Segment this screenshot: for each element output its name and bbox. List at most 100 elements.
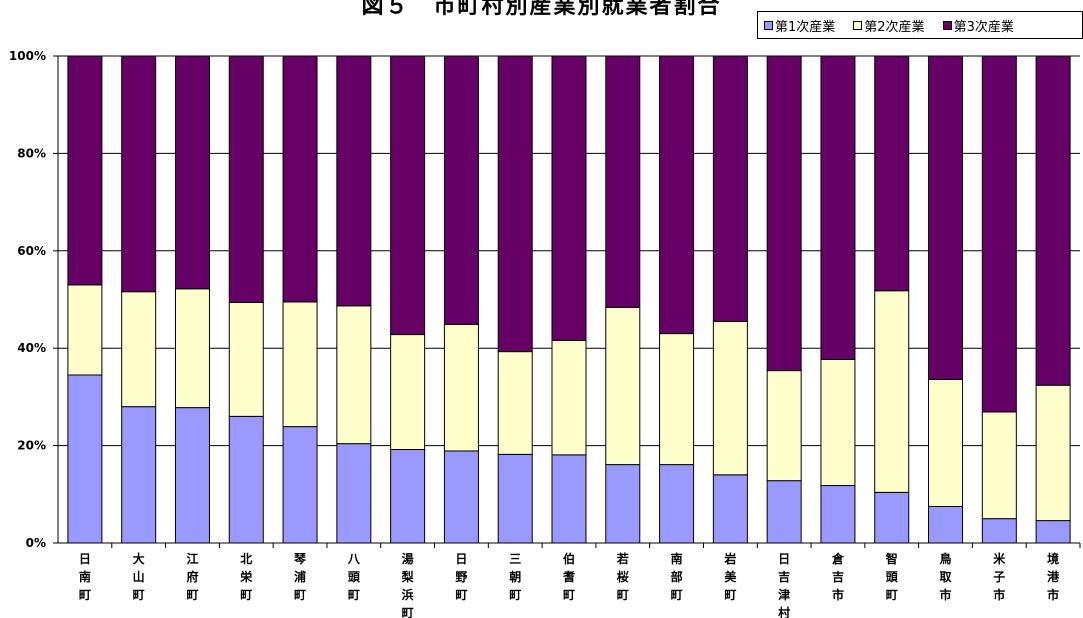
x-tick-label: 美 xyxy=(724,569,737,584)
x-tick-label: 町 xyxy=(455,588,467,602)
bar-segment-tertiary xyxy=(820,55,856,360)
x-tick-label: 日 xyxy=(455,552,467,566)
bar-segment-primary xyxy=(766,480,802,544)
x-tick-label: 町 xyxy=(886,588,898,602)
bar-segment-tertiary xyxy=(336,55,372,307)
x-tick-label: 智 xyxy=(885,551,898,566)
bar-segment-primary xyxy=(874,491,910,544)
x-tick-label: 町 xyxy=(509,588,521,602)
x-tick-label: 町 xyxy=(186,588,198,602)
bar-segment-primary xyxy=(1035,520,1071,544)
bar-segment-primary xyxy=(336,443,372,544)
bar-segment-primary xyxy=(443,450,479,544)
legend-swatch-primary xyxy=(764,20,773,30)
legend-item-tertiary: 第3次産業 xyxy=(942,16,1014,35)
x-tick-label: 日 xyxy=(79,552,91,566)
bar-segment-primary xyxy=(981,518,1017,544)
x-tick-label: 子 xyxy=(993,570,1005,584)
bar-segment-secondary xyxy=(282,301,318,428)
bar-segment-secondary xyxy=(443,323,479,452)
x-tick-label: 吉 xyxy=(832,569,844,584)
x-tick-label: 町 xyxy=(402,606,414,618)
x-tick-label: 市 xyxy=(940,587,952,602)
x-tick-label: 町 xyxy=(617,588,629,602)
x-tick-label: 湯 xyxy=(402,551,414,566)
x-tick-label: 琴 xyxy=(293,552,307,566)
bar-segment-secondary xyxy=(981,411,1017,520)
x-tick-label: 府 xyxy=(186,569,198,584)
bar-segment-tertiary xyxy=(67,55,103,286)
x-tick-label: 町 xyxy=(671,588,683,602)
x-tick-label: 港 xyxy=(1047,569,1060,584)
bar-segment-secondary xyxy=(390,334,426,450)
x-tick-label: 朝 xyxy=(509,569,521,584)
x-tick-label: 境 xyxy=(1047,551,1059,566)
bar-segment-primary xyxy=(282,426,318,544)
x-tick-label: 鳥 xyxy=(940,551,952,566)
x-tick-label: 町 xyxy=(294,588,306,602)
bar-segment-tertiary xyxy=(928,55,964,380)
x-tick-label: 岩 xyxy=(723,551,736,566)
bar-segment-secondary xyxy=(928,378,964,507)
bar-segment-secondary xyxy=(874,290,910,493)
bar-segment-primary xyxy=(605,464,641,544)
legend-label-primary: 第1次産業 xyxy=(775,19,836,35)
bar-segment-secondary xyxy=(121,291,157,408)
y-tick-label: 100% xyxy=(9,49,46,63)
bar-segment-secondary xyxy=(766,370,802,482)
x-tick-label: 南 xyxy=(79,569,91,584)
legend-swatch-secondary xyxy=(853,20,863,30)
bar-segment-primary xyxy=(712,474,748,544)
x-tick-label: 日 xyxy=(778,552,790,566)
bar-segment-tertiary xyxy=(497,55,533,353)
x-tick-label: 大 xyxy=(133,551,145,566)
x-tick-label: 梨 xyxy=(401,569,414,584)
legend-label-tertiary: 第3次産業 xyxy=(953,19,1014,35)
legend-swatch-tertiary xyxy=(942,20,952,30)
bar-segment-secondary xyxy=(228,301,264,417)
x-tick-label: 耆 xyxy=(563,569,575,584)
x-tick-label: 米 xyxy=(993,551,1006,566)
bar-segment-primary xyxy=(820,485,856,544)
y-tick-label: 80% xyxy=(17,146,46,160)
y-tick-label: 0% xyxy=(26,536,46,550)
chart-title: 図５ 市町村別産業別就業者割合 xyxy=(361,0,722,19)
legend-item-secondary: 第2次産業 xyxy=(853,16,925,35)
bar-segment-primary xyxy=(390,448,426,544)
bar-segment-tertiary xyxy=(551,55,587,341)
bar-segment-primary xyxy=(659,464,695,544)
bar-segment-primary xyxy=(551,454,587,544)
bar-segment-secondary xyxy=(605,306,641,466)
bar-segment-tertiary xyxy=(605,55,641,308)
bar-segment-primary xyxy=(497,453,533,544)
bar-segment-secondary xyxy=(820,358,856,487)
x-tick-label: 三 xyxy=(509,552,521,566)
bar-segment-tertiary xyxy=(282,55,318,303)
bar-segment-secondary xyxy=(712,320,748,476)
x-tick-label: 市 xyxy=(1047,587,1059,602)
x-tick-label: 浦 xyxy=(294,569,306,584)
y-tick-label: 20% xyxy=(17,439,46,453)
x-tick-label: 頭 xyxy=(348,570,361,584)
bar-segment-tertiary xyxy=(766,55,802,372)
x-tick-label: 若 xyxy=(616,551,629,566)
x-tick-label: 部 xyxy=(671,569,683,584)
bar-segment-secondary xyxy=(174,288,210,409)
bar-segment-primary xyxy=(121,406,157,544)
x-tick-label: 倉 xyxy=(831,551,845,566)
x-tick-label: 頭 xyxy=(886,570,899,584)
legend-item-primary: 第1次産業 xyxy=(764,16,835,35)
x-tick-label: 江 xyxy=(186,551,198,566)
x-tick-label: 南 xyxy=(671,551,683,566)
x-tick-label: 市 xyxy=(993,587,1005,602)
x-tick-label: 取 xyxy=(940,570,952,584)
bar-segment-secondary xyxy=(1035,384,1071,522)
x-tick-label: 町 xyxy=(79,588,91,602)
x-tick-label: 吉 xyxy=(778,569,790,584)
x-tick-label: 北 xyxy=(240,551,252,566)
x-tick-label: 伯 xyxy=(563,551,575,566)
x-tick-label: 八 xyxy=(347,552,361,566)
bar-segment-tertiary xyxy=(712,55,748,322)
x-tick-label: 町 xyxy=(348,588,360,602)
bar-segment-secondary xyxy=(659,333,695,466)
